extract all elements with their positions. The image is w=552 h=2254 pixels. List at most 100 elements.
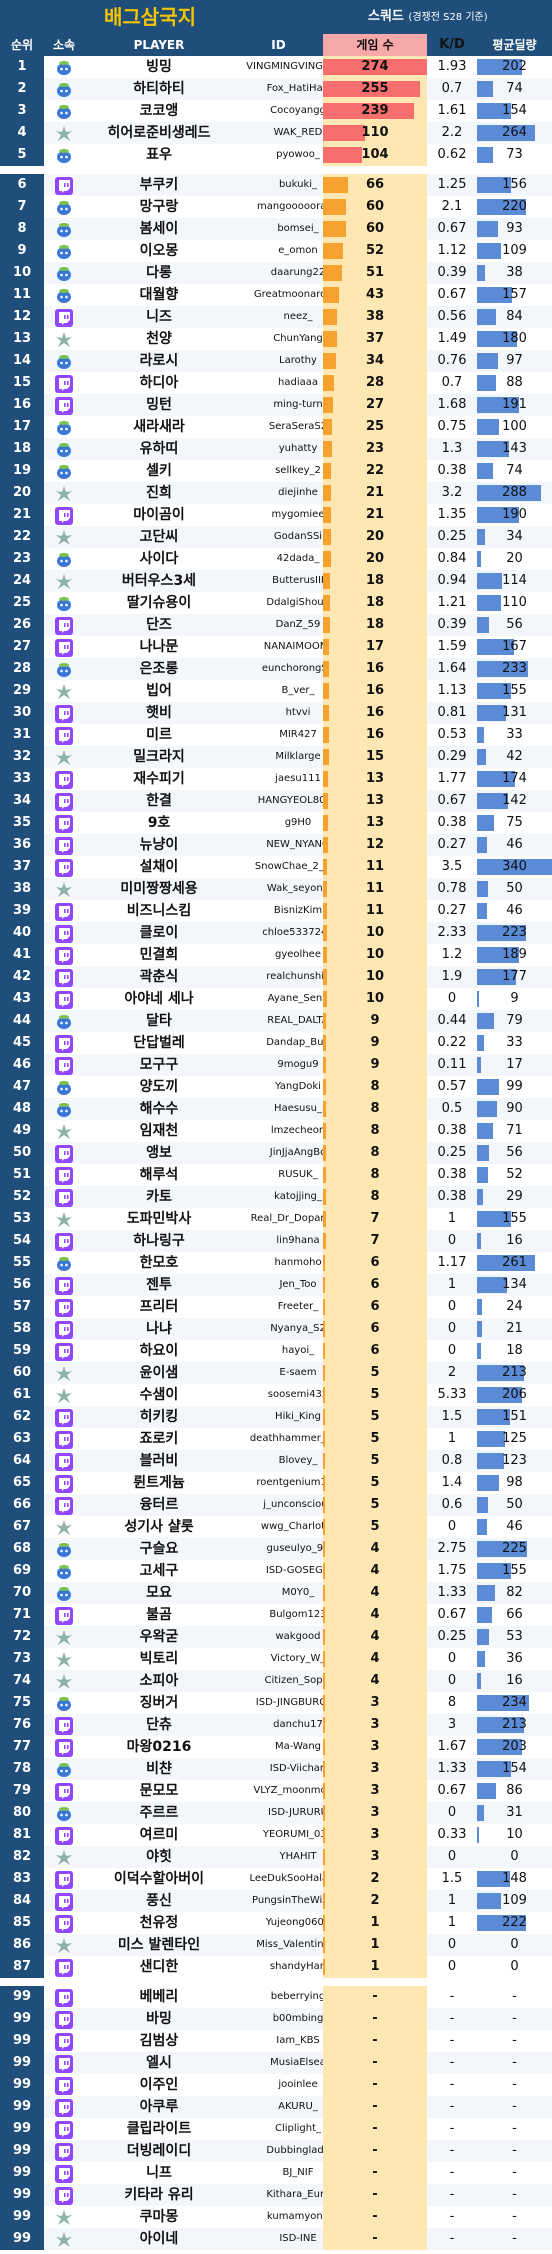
kd-value: 1.9 (441, 969, 463, 984)
player-id: hadiaaa (278, 377, 318, 388)
rank-cell: 87 (0, 1956, 44, 1978)
player-id: M0Y0_ (281, 1587, 315, 1598)
player-name: 뉴냥이 (139, 837, 179, 853)
games-value: 10 (365, 969, 385, 984)
affiliation-cell (44, 2118, 84, 2140)
games-cell-bg (323, 1054, 427, 1076)
affiliation-cell (44, 1186, 84, 1208)
kd-value: 0.62 (437, 147, 467, 162)
damage-bar (477, 1013, 494, 1029)
affiliation-cell (44, 1692, 84, 1714)
games-value: 6 (370, 1343, 380, 1358)
damage-bar (477, 661, 528, 677)
games-bar (323, 287, 339, 303)
twitch-icon (55, 1606, 73, 1625)
damage-value: 82 (506, 1585, 523, 1600)
games-cell-bg (323, 1692, 427, 1714)
player-id: neez_ (283, 311, 313, 322)
damage-value: - (512, 2077, 517, 2092)
twitch-icon (55, 1188, 73, 1207)
damage-bar (477, 1717, 524, 1733)
player-name: 재수피기 (133, 771, 185, 787)
player-name: 하요이 (139, 1343, 179, 1359)
kd-value: 0.44 (437, 1013, 467, 1028)
games-cell-bg (323, 658, 427, 680)
player-name: 한결 (146, 793, 172, 809)
twitch-icon (55, 396, 73, 415)
rank-cell: 3 (0, 100, 44, 122)
twitch-icon (55, 1232, 73, 1251)
table-row: 14 라로시 Larothy 34 0.76 97 (0, 350, 552, 372)
kd-value: 0.29 (437, 749, 467, 764)
player-id: VINGMINGVINGMING (246, 61, 350, 72)
player-name: 새라새라 (133, 419, 185, 435)
player-id: YEORUMI_030 (262, 1829, 334, 1840)
rank-cell: 6 (0, 174, 44, 196)
games-value: 4 (370, 1673, 380, 1688)
player-id: ming-turn (273, 399, 323, 410)
kd-value: - (449, 2209, 455, 2224)
games-cell-bg (323, 2074, 427, 2096)
games-bar (323, 793, 328, 809)
table-row: 27 나나문 NANAIMOON_ 17 1.59 167 (0, 636, 552, 658)
player-id: wwg_Charlotte (260, 1521, 336, 1532)
rank-cell: 5 (0, 144, 44, 166)
kd-value: - (449, 2187, 455, 2202)
affiliation-cell (44, 1230, 84, 1252)
player-name: 죠로키 (139, 1431, 179, 1447)
rank-cell: 64 (0, 1450, 44, 1472)
table-row: 75 징버거 ISD-JINGBURGER 3 8 234 (0, 1692, 552, 1714)
games-cell-bg (323, 1648, 427, 1670)
games-value: 5 (370, 1497, 380, 1512)
table-row: 36 뉴냥이 NEW_NYANG 12 0.27 46 (0, 834, 552, 856)
games-cell-bg (323, 416, 427, 438)
games-bar (323, 1299, 325, 1315)
affiliation-cell (44, 1296, 84, 1318)
affiliation-cell (44, 1714, 84, 1736)
rank-cell: 28 (0, 658, 44, 680)
games-cell-bg (323, 900, 427, 922)
table-row: 32 밀크라지 Milklarge 15 0.29 42 (0, 746, 552, 768)
rank-cell: 12 (0, 306, 44, 328)
games-bar (323, 815, 328, 831)
chzzk-icon (56, 881, 72, 897)
table-row: 85 천유정 Yujeong0605 1 1 222 (0, 1912, 552, 1934)
player-name: 나나문 (139, 639, 179, 655)
player-id: e_omon (278, 245, 318, 256)
games-cell-bg (323, 2096, 427, 2118)
games-cell-bg (323, 1758, 427, 1780)
kd-value: - (449, 2165, 455, 2180)
kd-value: 1 (447, 1277, 457, 1292)
player-id: shandyHan (269, 1961, 327, 1972)
damage-bar (477, 793, 508, 809)
games-value: 60 (365, 221, 385, 236)
table-row: 83 이덕수할아버이 LeeDukSooHalabye 2 1.5 148 (0, 1868, 552, 1890)
damage-value: 110 (502, 595, 527, 610)
games-cell-bg (323, 570, 427, 592)
games-value: 8 (370, 1145, 380, 1160)
games-value: 11 (365, 903, 385, 918)
kd-value: 0.6 (441, 1497, 463, 1512)
affiliation-cell (44, 1670, 84, 1692)
damage-value: 123 (502, 1453, 527, 1468)
damage-bar (477, 947, 519, 963)
twitch-icon (55, 374, 73, 393)
player-id: guseulyo_97 (266, 1543, 330, 1554)
kd-value: 0.7 (441, 375, 463, 390)
affiliation-cell (44, 1736, 84, 1758)
player-name: 나냐 (146, 1321, 172, 1337)
games-cell-bg (323, 1472, 427, 1494)
affiliation-cell (44, 1494, 84, 1516)
damage-value: 0 (510, 1849, 519, 1864)
player-id: bukuki_ (278, 179, 318, 190)
damage-value: 98 (506, 1475, 523, 1490)
player-name: 앵보 (146, 1145, 172, 1161)
damage-value: 21 (506, 1321, 523, 1336)
table-row: 38 미미짱짱세용 Wak_seyong 11 0.78 50 (0, 878, 552, 900)
damage-value: 16 (506, 1673, 523, 1688)
games-value: 16 (365, 661, 385, 676)
games-bar (323, 771, 328, 787)
twitch-icon (55, 1716, 73, 1735)
games-bar (323, 1673, 325, 1689)
table-row: 99 클립라이트 Cliplight_ - - - (0, 2118, 552, 2140)
